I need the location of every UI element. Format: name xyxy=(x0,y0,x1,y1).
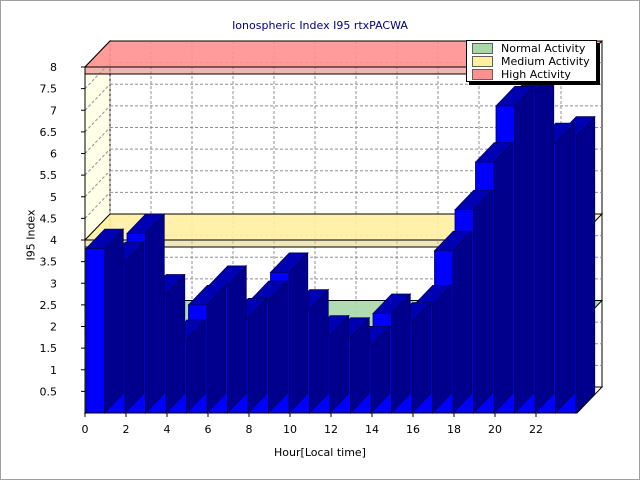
grid-line-sidewall xyxy=(84,127,111,154)
legend-item-normal: Normal Activity xyxy=(467,42,596,55)
y-tick-label: 4.5 xyxy=(40,212,58,225)
bar-side xyxy=(104,228,124,414)
bar-side xyxy=(514,85,534,414)
x-tick-label: 20 xyxy=(488,423,502,436)
y-tick-label: 7.5 xyxy=(40,83,58,96)
bar-side xyxy=(288,251,309,414)
y-tick-label: 2 xyxy=(50,321,57,334)
y-tick-label: 7 xyxy=(50,104,57,117)
y-tick-label: 3.5 xyxy=(40,256,58,269)
y-tick-label: 5 xyxy=(50,191,57,204)
y-tick-label: 0.5 xyxy=(40,385,58,398)
legend: Normal Activity Medium Activity High Act… xyxy=(466,40,597,82)
x-tick-label: 16 xyxy=(406,423,420,436)
y-tick-label: 1.5 xyxy=(40,342,58,355)
x-tick-label: 6 xyxy=(205,423,212,436)
x-axis-title: Hour[Local time] xyxy=(274,446,366,459)
grid-line-sidewall xyxy=(84,83,111,111)
legend-swatch-normal xyxy=(472,43,493,54)
x-tick-label: 4 xyxy=(164,423,171,436)
y-tick-label: 6.5 xyxy=(40,126,58,139)
bar-side xyxy=(268,280,288,414)
bar-side xyxy=(555,122,575,414)
legend-label-medium: Medium Activity xyxy=(501,55,590,68)
x-tick-label: 18 xyxy=(447,423,461,436)
bar-side xyxy=(145,213,165,414)
legend-label-normal: Normal Activity xyxy=(501,42,586,55)
x-tick-label: 14 xyxy=(365,423,379,436)
chart-title: Ionospheric Index I95 rtxPACWA xyxy=(232,19,408,32)
bar-side xyxy=(473,189,493,414)
bar-side xyxy=(206,284,227,414)
grid-line-sidewall xyxy=(84,192,111,219)
bar-side xyxy=(391,293,411,414)
bar-side xyxy=(247,297,268,414)
bar-side xyxy=(124,241,145,414)
y-tick-label: 8 xyxy=(50,61,57,74)
y-tick-label: 2.5 xyxy=(40,299,58,312)
x-tick-label: 0 xyxy=(82,423,89,436)
legend-label-high: High Activity xyxy=(501,68,571,81)
y-tick-label: 6 xyxy=(50,148,57,161)
grid-line-sidewall xyxy=(84,105,111,133)
bar-side xyxy=(575,115,596,414)
x-tick-label: 22 xyxy=(529,423,543,436)
legend-item-high: High Activity xyxy=(467,68,596,81)
bar-side xyxy=(534,70,555,414)
y-tick-label: 1 xyxy=(50,364,57,377)
grid-line-sidewall xyxy=(84,148,111,176)
legend-item-medium: Medium Activity xyxy=(467,55,596,68)
y-tick-label: 5.5 xyxy=(40,169,58,182)
bar-side xyxy=(165,273,186,414)
bar-side xyxy=(452,230,473,414)
bar-side xyxy=(227,264,247,414)
grid-line-sidewall xyxy=(84,170,111,198)
x-tick-label: 2 xyxy=(123,423,130,436)
bar-side xyxy=(432,284,452,414)
x-tick-label: 12 xyxy=(324,423,338,436)
x-tick-label: 10 xyxy=(283,423,297,436)
legend-swatch-high xyxy=(472,69,493,80)
y-tick-label: 4 xyxy=(50,234,57,247)
bar xyxy=(85,248,105,414)
bar-side xyxy=(309,288,329,414)
y-tick-label: 3 xyxy=(50,277,57,290)
legend-swatch-medium xyxy=(472,56,493,67)
bar-side xyxy=(493,141,514,414)
x-tick-label: 8 xyxy=(246,423,253,436)
